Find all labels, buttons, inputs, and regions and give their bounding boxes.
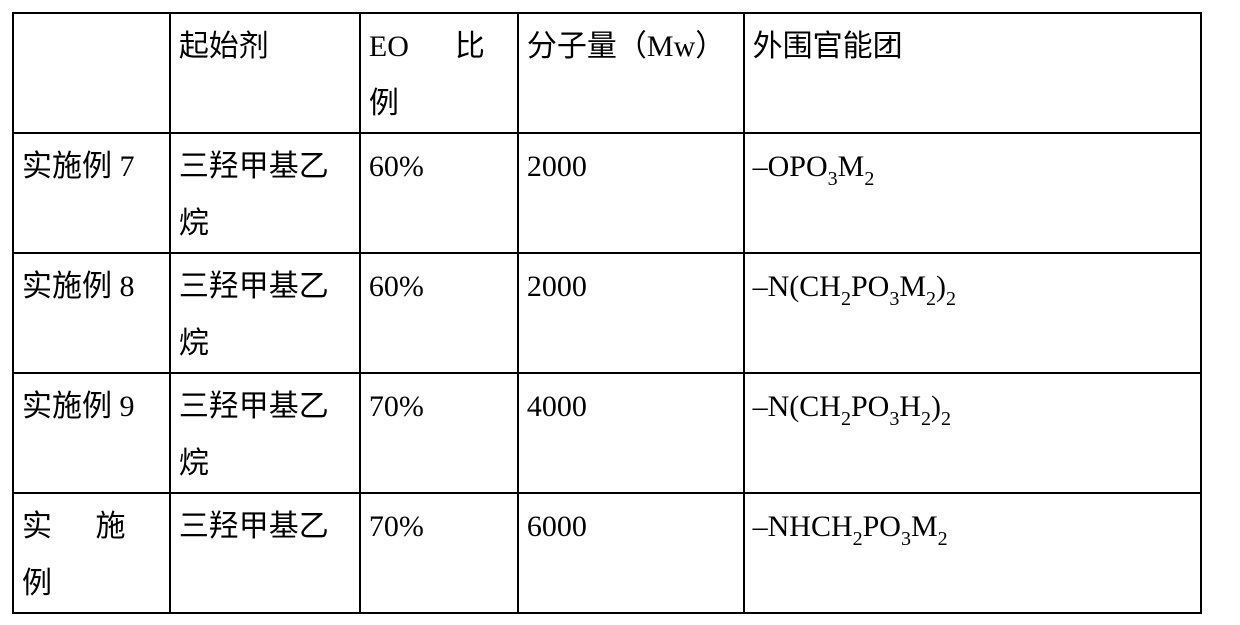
cell-example: 实施例 9 [13,373,170,493]
cell-initiator: 三羟甲基乙 烷 [170,253,360,373]
cell-example: 实 施 例 [13,493,170,613]
cell-example: 实施例 8 [13,253,170,373]
table-header-row: 起始剂 EO 比 例 分子量（Mw） 外围官能团 [13,13,1201,133]
cell-initiator: 三羟甲基乙 烷 [170,373,360,493]
cell-group: –N(CH2PO3H2)2 [744,373,1201,493]
header-eo-ratio-line2: 例 [369,87,399,120]
cell-mw: 2000 [518,133,744,253]
header-eo-ratio: EO 比 例 [360,13,518,133]
cell-initiator: 三羟甲基乙 烷 [170,133,360,253]
cell-group: –OPO3M2 [744,133,1201,253]
table-row: 实施例 9 三羟甲基乙 烷 70% 4000 –N(CH2PO3H2)2 [13,373,1201,493]
cell-eo-ratio: 70% [360,373,518,493]
header-group: 外围官能团 [744,13,1201,133]
cell-eo-ratio: 60% [360,253,518,373]
cell-group: –NHCH2PO3M2 [744,493,1201,613]
cell-mw: 6000 [518,493,744,613]
table-row: 实 施 例 三羟甲基乙 70% 6000 –NHCH2PO3M2 [13,493,1201,613]
table-row: 实施例 7 三羟甲基乙 烷 60% 2000 –OPO3M2 [13,133,1201,253]
cell-eo-ratio: 60% [360,133,518,253]
cell-initiator: 三羟甲基乙 [170,493,360,613]
header-mw: 分子量（Mw） [518,13,744,133]
cell-group: –N(CH2PO3M2)2 [744,253,1201,373]
header-example [13,13,170,133]
cell-mw: 4000 [518,373,744,493]
header-eo-ratio-eo: EO [369,30,409,63]
header-eo-ratio-tail: 比 [455,30,485,63]
cell-mw: 2000 [518,253,744,373]
cell-example: 实施例 7 [13,133,170,253]
cell-eo-ratio: 70% [360,493,518,613]
table-row: 实施例 8 三羟甲基乙 烷 60% 2000 –N(CH2PO3M2)2 [13,253,1201,373]
header-initiator: 起始剂 [170,13,360,133]
parameters-table: 起始剂 EO 比 例 分子量（Mw） 外围官能团 实施例 7 三羟甲基乙 烷 60… [12,12,1202,614]
